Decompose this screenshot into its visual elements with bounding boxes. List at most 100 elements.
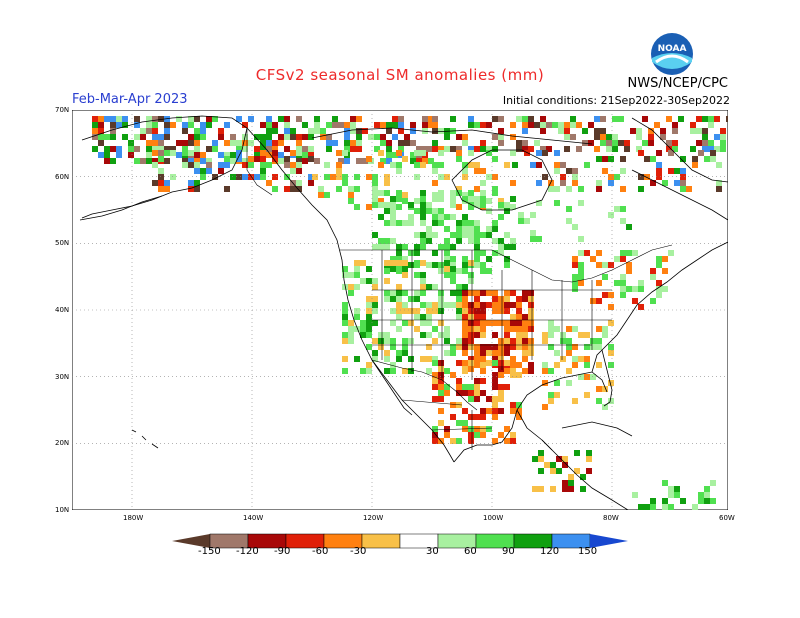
anomaly-cell: [566, 380, 572, 386]
anomaly-cell: [554, 162, 560, 168]
anomaly-cell: [326, 146, 332, 152]
anomaly-cell: [714, 116, 720, 122]
anomaly-cell: [372, 302, 378, 308]
anomaly-cell: [432, 262, 438, 268]
anomaly-cell: [438, 396, 444, 402]
anomaly-cell: [662, 286, 668, 292]
anomaly-cell: [462, 314, 468, 320]
anomaly-cell: [152, 122, 158, 128]
anomaly-cell: [254, 174, 260, 180]
anomaly-cell: [662, 256, 668, 262]
anomaly-cell: [580, 486, 586, 492]
anomaly-cell: [314, 158, 320, 164]
anomaly-cell: [296, 168, 302, 174]
anomaly-cell: [492, 350, 498, 356]
anomaly-cell: [650, 298, 656, 304]
anomaly-cell: [444, 302, 450, 308]
anomaly-cell: [158, 174, 164, 180]
anomaly-cell: [260, 122, 266, 128]
anomaly-cell: [206, 168, 212, 174]
anomaly-cell: [360, 332, 366, 338]
anomaly-cell: [444, 244, 450, 250]
anomaly-cell: [420, 196, 426, 202]
anomaly-cell: [498, 432, 504, 438]
anomaly-cell: [242, 174, 248, 180]
anomaly-cell: [272, 150, 278, 156]
anomaly-cell: [538, 456, 544, 462]
anomaly-cell: [432, 432, 438, 438]
anomaly-cell: [510, 402, 516, 408]
anomaly-cell: [158, 186, 164, 192]
anomaly-cell: [698, 492, 704, 498]
anomaly-cell: [456, 220, 462, 226]
anomaly-cell: [584, 362, 590, 368]
anomaly-cell: [444, 432, 450, 438]
anomaly-cell: [432, 384, 438, 390]
anomaly-cell: [450, 266, 456, 272]
anomaly-cell: [350, 128, 356, 134]
anomaly-cell: [510, 338, 516, 344]
anomaly-cell: [606, 146, 612, 152]
anomaly-cell: [456, 378, 462, 384]
anomaly-cell: [344, 140, 350, 146]
anomaly-cell: [528, 146, 534, 152]
anomaly-cell: [486, 268, 492, 274]
anomaly-cell: [576, 146, 582, 152]
anomaly-cell: [516, 302, 522, 308]
anomaly-cell: [504, 296, 510, 302]
anomaly-cell: [438, 290, 444, 296]
anomaly-cell: [584, 250, 590, 256]
anomaly-cell: [480, 140, 486, 146]
anomaly-cell: [200, 152, 206, 158]
anomaly-cell: [656, 262, 662, 268]
anomaly-cell: [672, 140, 678, 146]
anomaly-cell: [110, 116, 116, 122]
anomaly-cell: [420, 320, 426, 326]
anomaly-cell: [206, 162, 212, 168]
anomaly-cell: [450, 278, 456, 284]
anomaly-cell: [560, 338, 566, 344]
anomaly-cell: [618, 140, 624, 146]
anomaly-cell: [474, 390, 480, 396]
anomaly-cell: [194, 146, 200, 152]
anomaly-cell: [354, 284, 360, 290]
anomaly-cell: [420, 278, 426, 284]
anomaly-cell: [414, 326, 420, 332]
anomaly-cell: [696, 140, 702, 146]
anomaly-cell: [444, 368, 450, 374]
anomaly-cell: [146, 146, 152, 152]
anomaly-cell: [504, 232, 510, 238]
anomaly-cell: [380, 140, 386, 146]
anomaly-cell: [378, 202, 384, 208]
anomaly-cell: [528, 326, 534, 332]
anomaly-cell: [450, 272, 456, 278]
anomaly-cell: [348, 284, 354, 290]
anomaly-cell: [608, 304, 614, 310]
anomaly-cell: [498, 140, 504, 146]
anomaly-cell: [444, 256, 450, 262]
anomaly-cell: [638, 504, 644, 510]
lon-label: 100W: [483, 514, 504, 522]
anomaly-cell: [570, 134, 576, 140]
anomaly-cell: [468, 238, 474, 244]
anomaly-cell: [578, 274, 584, 280]
anomaly-cell: [420, 272, 426, 278]
anomaly-cell: [462, 226, 468, 232]
anomaly-cell: [498, 116, 504, 122]
anomaly-cell: [586, 468, 592, 474]
anomaly-cell: [398, 122, 404, 128]
anomaly-cell: [422, 146, 428, 152]
anomaly-cell: [620, 274, 626, 280]
anomaly-cell: [516, 362, 522, 368]
anomaly-cell: [450, 202, 456, 208]
anomaly-cell: [498, 390, 504, 396]
anomaly-cell: [510, 408, 516, 414]
anomaly-cell: [498, 360, 504, 366]
anomaly-cell: [492, 290, 498, 296]
anomaly-cell: [504, 332, 510, 338]
anomaly-cell: [158, 156, 164, 162]
anomaly-cell: [474, 296, 480, 302]
anomaly-cell: [456, 420, 462, 426]
anomaly-cell: [402, 290, 408, 296]
anomaly-cell: [522, 146, 528, 152]
